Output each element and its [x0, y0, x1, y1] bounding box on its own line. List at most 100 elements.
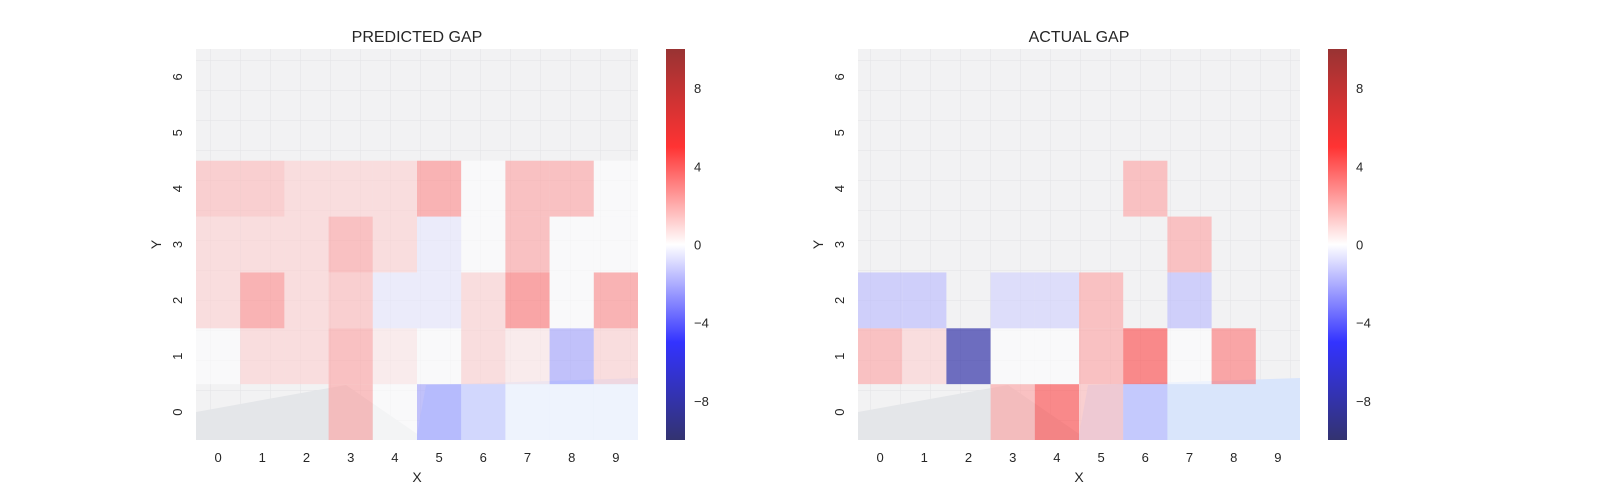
heatmap-cell: [240, 328, 285, 385]
heatmap-cell: [240, 216, 285, 273]
y-tick-label: 5: [170, 129, 185, 136]
x-tick-label: 4: [391, 450, 398, 465]
colorbar-tick-label: 8: [694, 81, 701, 96]
heatmap-cell: [549, 328, 594, 385]
heatmap-cell: [505, 384, 550, 440]
heatmap-cell: [1123, 384, 1168, 440]
heatmap-cell: [549, 272, 594, 329]
heatmap-cell: [417, 328, 462, 385]
heatmap-cell: [593, 272, 638, 329]
y-tick-label: 6: [170, 73, 185, 80]
x-tick-label: 9: [1274, 450, 1281, 465]
heatmap-cell: [593, 160, 638, 217]
colorbar-tick-label: 0: [1356, 238, 1363, 253]
heatmap-cell: [549, 160, 594, 217]
heatmap-cell: [328, 160, 373, 217]
x-tick-label: 8: [568, 450, 575, 465]
x-tick-label: 8: [1230, 450, 1237, 465]
heatmap-cell: [1167, 216, 1212, 273]
heatmap-cell: [461, 384, 506, 440]
heatmap-cell: [417, 160, 462, 217]
heatmap-cell: [593, 216, 638, 273]
heatmap-cell: [461, 272, 506, 329]
heatmap-cell: [417, 272, 462, 329]
heatmap-cell: [902, 272, 947, 329]
heatmap-cell: [240, 272, 285, 329]
heatmap-cell: [372, 328, 417, 385]
chart-title: PREDICTED GAP: [352, 29, 483, 46]
y-tick-label: 0: [832, 408, 847, 415]
heatmap-cell: [284, 272, 329, 329]
heatmap-cell: [593, 384, 638, 440]
heatmap-cell: [328, 384, 373, 440]
heatmap-cell: [372, 272, 417, 329]
heatmap-cell: [946, 328, 991, 385]
x-axis-label: X: [1074, 469, 1084, 485]
y-tick-label: 3: [832, 241, 847, 248]
y-tick-label: 6: [832, 73, 847, 80]
colorbar-tick-label: 4: [1356, 159, 1363, 174]
heatmap-cell: [505, 328, 550, 385]
y-tick-label: 4: [170, 185, 185, 192]
x-axis-label: X: [412, 469, 422, 485]
y-tick-label: 0: [170, 408, 185, 415]
x-tick-label: 6: [480, 450, 487, 465]
y-tick-label: 1: [170, 353, 185, 360]
heatmap-cell: [417, 216, 462, 273]
heatmap-cell: [284, 216, 329, 273]
heatmap-cell: [417, 384, 462, 440]
heatmap-cell: [461, 328, 506, 385]
y-tick-label: 2: [170, 297, 185, 304]
heatmap-cell: [196, 328, 241, 385]
heatmap-cell: [990, 328, 1035, 385]
y-axis-label: Y: [148, 239, 164, 249]
colorbar-tick-label: −4: [694, 316, 709, 331]
heatmap-panel-actual: ACTUAL GAP 0 1 2 3 4 5 6 7 8 9 X 0 1 2 3 4 5 6 Y 8 4 0 −4 −8: [810, 29, 1371, 485]
x-tick-label: 5: [435, 450, 442, 465]
heatmap-cell: [505, 216, 550, 273]
heatmap-cell: [1211, 328, 1256, 385]
heatmap-cell: [1123, 328, 1168, 385]
heatmap-cell: [372, 216, 417, 273]
heatmap-cell: [284, 328, 329, 385]
heatmap-cell: [990, 384, 1035, 440]
heatmap-cell: [1034, 384, 1079, 440]
colorbar: [1328, 49, 1347, 440]
heatmap-cell: [372, 160, 417, 217]
heatmap-cell: [549, 216, 594, 273]
heatmap-cell: [505, 160, 550, 217]
heatmap-cell: [461, 216, 506, 273]
x-tick-label: 1: [921, 450, 928, 465]
heatmap-cell: [1167, 272, 1212, 329]
colorbar-tick-label: −4: [1356, 316, 1371, 331]
x-tick-label: 3: [1009, 450, 1016, 465]
y-tick-label: 3: [170, 241, 185, 248]
y-axis-label: Y: [810, 239, 826, 249]
heatmap-cell: [1167, 328, 1212, 385]
colorbar: [666, 49, 685, 440]
heatmap-cell: [328, 216, 373, 273]
heatmap-cell: [1079, 272, 1124, 329]
x-tick-label: 5: [1097, 450, 1104, 465]
heatmap-cell: [196, 272, 241, 329]
x-tick-label: 0: [876, 450, 883, 465]
x-tick-label: 3: [347, 450, 354, 465]
x-tick-label: 4: [1053, 450, 1060, 465]
heatmap-cell: [990, 272, 1035, 329]
heatmap-cell: [196, 216, 241, 273]
heatmap-cell: [196, 160, 241, 217]
heatmap-cell: [328, 272, 373, 329]
y-tick-label: 2: [832, 297, 847, 304]
heatmap-cell: [858, 328, 903, 385]
colorbar-tick-label: −8: [1356, 394, 1371, 409]
x-tick-label: 9: [612, 450, 619, 465]
x-tick-label: 2: [965, 450, 972, 465]
x-tick-label: 0: [214, 450, 221, 465]
heatmap-cell: [1034, 272, 1079, 329]
chart-title: ACTUAL GAP: [1029, 29, 1130, 46]
colorbar-tick-label: 0: [694, 238, 701, 253]
x-tick-label: 7: [524, 450, 531, 465]
heatmap-cell: [505, 272, 550, 329]
x-tick-label: 6: [1142, 450, 1149, 465]
